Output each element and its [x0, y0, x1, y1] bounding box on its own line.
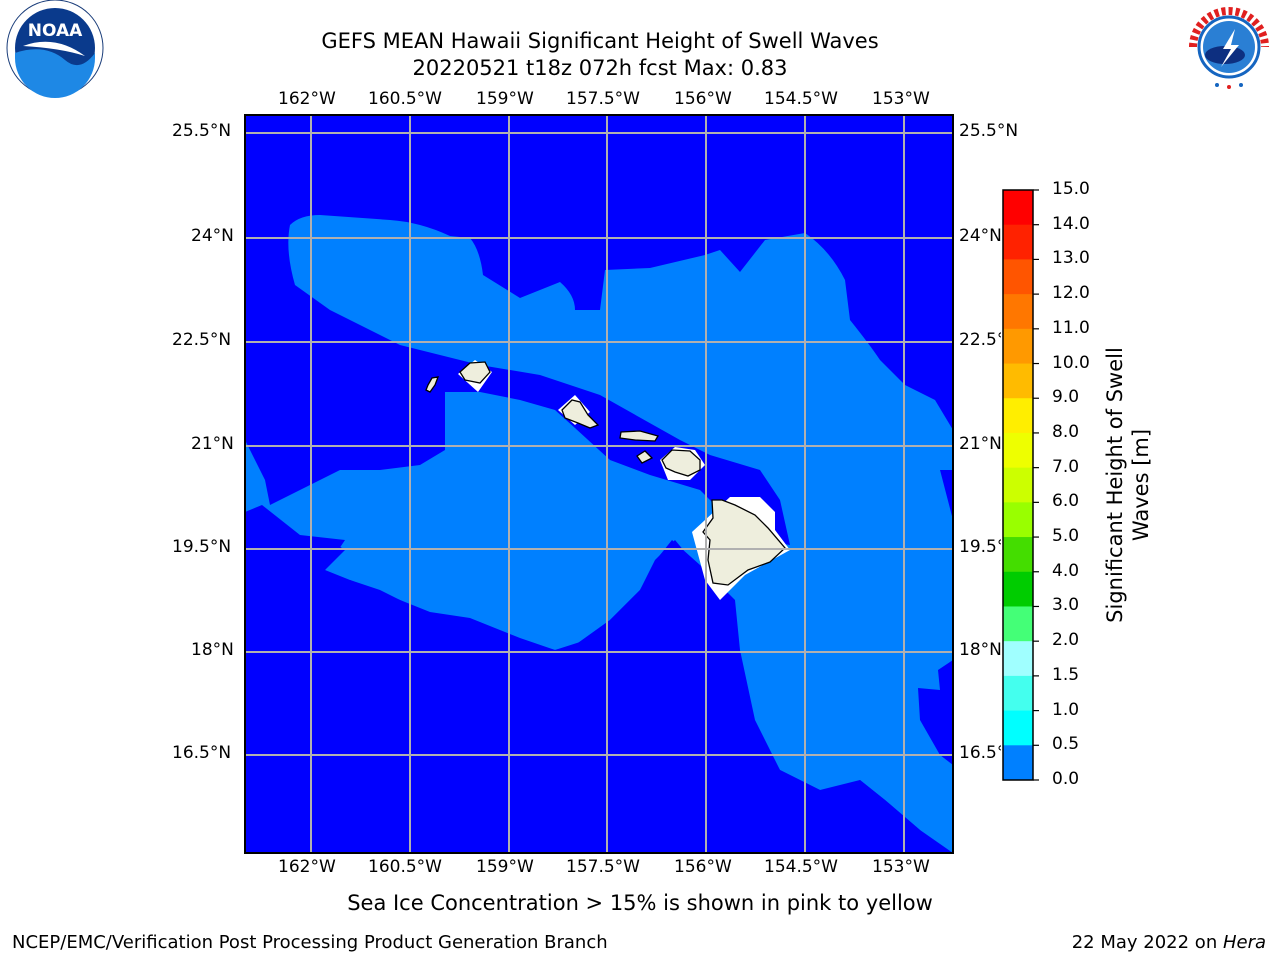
map-area[interactable] [245, 115, 953, 853]
colorbar-tick-label: 1.5 [1052, 664, 1080, 685]
lon-label-bottom: 162°W [278, 857, 336, 877]
lon-label-bottom: 159°W [476, 857, 534, 877]
colorbar-tick-label: 11.0 [1052, 317, 1090, 338]
lat-label-left: 22.5°N [172, 330, 232, 350]
noaa-logo-icon: NOAA [6, 0, 104, 98]
island-kauai [459, 361, 491, 384]
colorbar-tick-label: 5.0 [1052, 526, 1080, 547]
chart-title: GEFS MEAN Hawaii Significant Height of S… [321, 29, 879, 53]
svg-text:NOAA: NOAA [28, 21, 83, 41]
colorbar-backdrop [1001, 185, 1037, 782]
colorbar-tick-label: 14.0 [1052, 213, 1090, 234]
map-gridlines [245, 115, 953, 853]
lon-label-bottom: 156°W [674, 857, 732, 877]
island-maui [661, 449, 701, 477]
lat-label-left: 19.5°N [172, 537, 232, 557]
chart-subtitle: 20220521 t18z 072h fcst Max: 0.83 [412, 56, 788, 80]
sea-ice-note: Sea Ice Concentration > 15% is shown in … [347, 891, 933, 915]
colorbar-tick-label: 4.0 [1052, 560, 1080, 581]
colorbar-tick-label: 8.0 [1052, 421, 1080, 442]
lat-label-right: 18°N [959, 640, 1002, 660]
lat-label-left: 18°N [191, 640, 234, 660]
colorbar-tick-label: 12.0 [1052, 283, 1090, 304]
colorbar-tick-label: 10.0 [1052, 352, 1090, 373]
date-stamp: 22 May 2022 on Hera [1071, 932, 1266, 953]
nws-logo-icon [1185, 3, 1273, 91]
lon-label-top: 159°W [476, 89, 534, 109]
lon-label-top: 153°W [872, 89, 930, 109]
lon-label-bottom: 160.5°W [368, 857, 442, 877]
lon-label-top: 160.5°W [368, 89, 442, 109]
lat-label-right: 25.5°N [959, 121, 1019, 141]
colorbar-label-line1: Significant Height of Swell [1103, 347, 1127, 623]
colorbar-tick-label: 9.0 [1052, 387, 1080, 408]
island-niihau [425, 376, 440, 393]
island-oahu [561, 399, 600, 429]
lat-label-right: 21°N [959, 434, 1002, 454]
island-molokai [619, 430, 659, 442]
colorbar-tick-label: 7.0 [1052, 456, 1080, 477]
swell-band-dark-south [245, 505, 953, 853]
lon-label-top: 156°W [674, 89, 732, 109]
colorbar-tick-label: 6.0 [1052, 491, 1080, 512]
lon-label-top: 157.5°W [566, 89, 640, 109]
island-lanai [636, 450, 654, 464]
lon-label-bottom: 154.5°W [764, 857, 838, 877]
lat-label-right: 24°N [959, 226, 1002, 246]
colorbar-tick-label: 0.0 [1052, 769, 1080, 789]
lat-label-left: 21°N [191, 434, 234, 454]
lon-label-top: 162°W [278, 89, 336, 109]
colorbar-label: Significant Height of Swell Waves [m] [1102, 275, 1154, 695]
lon-label-bottom: 157.5°W [566, 857, 640, 877]
colorbar-tick-label: 3.0 [1052, 595, 1080, 616]
lon-label-top: 154.5°W [764, 89, 838, 109]
map-frame [244, 114, 954, 854]
lon-label-bottom: 153°W [872, 857, 930, 877]
colorbar-label-line2: Waves [m] [1129, 428, 1153, 542]
lat-label-left: 24°N [191, 226, 234, 246]
colorbar-tick-label: 2.0 [1052, 630, 1080, 651]
colorbar-tick-label: 1.0 [1052, 699, 1080, 720]
colorbar-tick-label: 15.0 [1052, 179, 1090, 199]
lat-label-left: 25.5°N [172, 121, 232, 141]
colorbar-tick-label: 13.0 [1052, 248, 1090, 269]
credit-text: NCEP/EMC/Verification Post Processing Pr… [12, 932, 608, 953]
colorbar-tick-label: 0.5 [1052, 734, 1080, 755]
lat-label-left: 16.5°N [172, 743, 232, 763]
